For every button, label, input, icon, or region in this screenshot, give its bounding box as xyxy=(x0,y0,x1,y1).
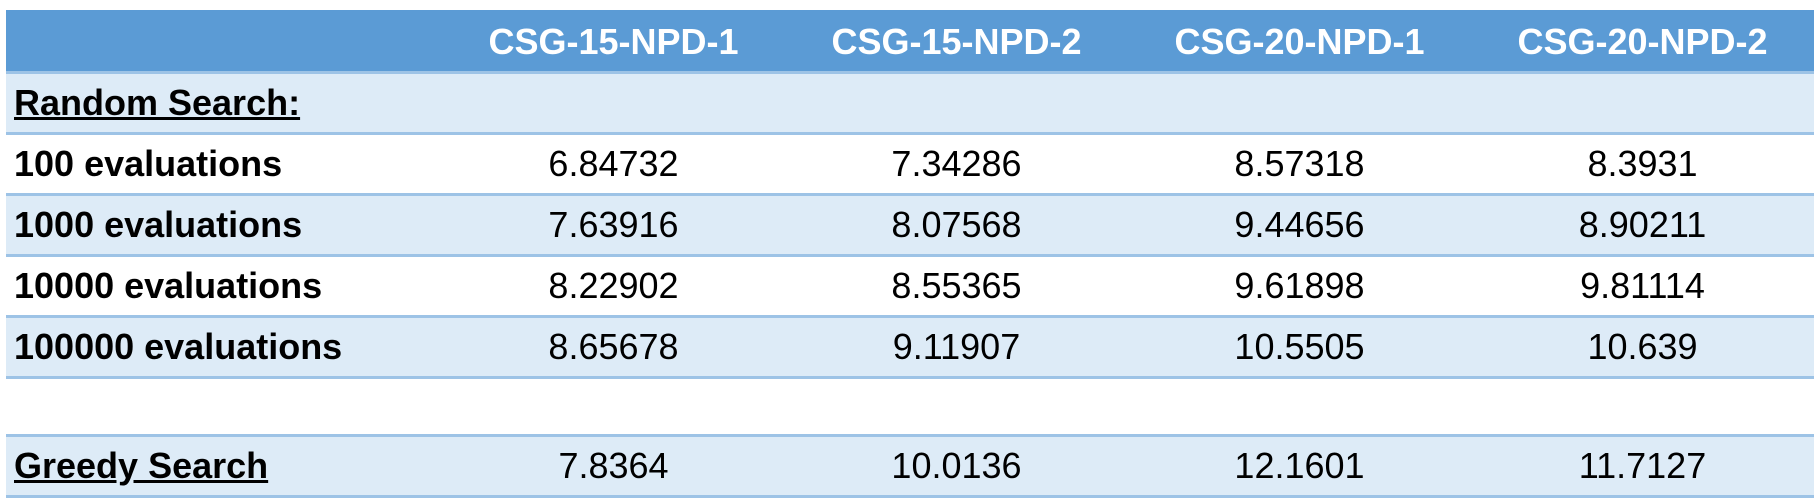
empty-cell xyxy=(1128,71,1471,135)
value-cell: 9.61898 xyxy=(1128,254,1471,318)
value-cell: 9.44656 xyxy=(1128,193,1471,257)
table-row: 1000 evaluations 7.63916 8.07568 9.44656… xyxy=(6,193,1814,257)
value-cell: 8.3931 xyxy=(1471,132,1814,196)
value-cell: 8.90211 xyxy=(1471,193,1814,257)
empty-cell xyxy=(1128,376,1471,437)
row-label: 100 evaluations xyxy=(6,132,442,196)
value-cell: 8.57318 xyxy=(1128,132,1471,196)
results-table: CSG-15-NPD-1 CSG-15-NPD-2 CSG-20-NPD-1 C… xyxy=(6,10,1814,498)
value-cell: 10.5505 xyxy=(1128,315,1471,379)
spacer-row xyxy=(6,376,1814,437)
section-row-random-search: Random Search: xyxy=(6,71,1814,135)
value-cell: 11.7127 xyxy=(1471,434,1814,498)
table-row: 100 evaluations 6.84732 7.34286 8.57318 … xyxy=(6,132,1814,196)
header-row: CSG-15-NPD-1 CSG-15-NPD-2 CSG-20-NPD-1 C… xyxy=(6,10,1814,74)
empty-cell xyxy=(785,71,1128,135)
value-cell: 7.34286 xyxy=(785,132,1128,196)
column-header-csg-20-npd-2: CSG-20-NPD-2 xyxy=(1471,10,1814,74)
empty-cell xyxy=(785,376,1128,437)
empty-cell xyxy=(442,71,785,135)
empty-cell xyxy=(6,376,442,437)
column-header-csg-20-npd-1: CSG-20-NPD-1 xyxy=(1128,10,1471,74)
section-label-random-search: Random Search: xyxy=(6,71,442,135)
empty-cell xyxy=(1471,71,1814,135)
value-cell: 8.22902 xyxy=(442,254,785,318)
row-label: 10000 evaluations xyxy=(6,254,442,318)
section-label-greedy-search: Greedy Search xyxy=(6,434,442,498)
value-cell: 8.65678 xyxy=(442,315,785,379)
value-cell: 8.55365 xyxy=(785,254,1128,318)
value-cell: 12.1601 xyxy=(1128,434,1471,498)
results-table-container: CSG-15-NPD-1 CSG-15-NPD-2 CSG-20-NPD-1 C… xyxy=(6,10,1814,498)
value-cell: 8.07568 xyxy=(785,193,1128,257)
table-row: 100000 evaluations 8.65678 9.11907 10.55… xyxy=(6,315,1814,379)
column-header-csg-15-npd-1: CSG-15-NPD-1 xyxy=(442,10,785,74)
value-cell: 10.639 xyxy=(1471,315,1814,379)
value-cell: 6.84732 xyxy=(442,132,785,196)
column-header-csg-15-npd-2: CSG-15-NPD-2 xyxy=(785,10,1128,74)
empty-cell xyxy=(1471,376,1814,437)
value-cell: 7.8364 xyxy=(442,434,785,498)
empty-cell xyxy=(442,376,785,437)
table-row: 10000 evaluations 8.22902 8.55365 9.6189… xyxy=(6,254,1814,318)
column-header-blank xyxy=(6,10,442,74)
value-cell: 7.63916 xyxy=(442,193,785,257)
row-label: 100000 evaluations xyxy=(6,315,442,379)
section-row-greedy-search: Greedy Search 7.8364 10.0136 12.1601 11.… xyxy=(6,434,1814,498)
value-cell: 9.81114 xyxy=(1471,254,1814,318)
value-cell: 10.0136 xyxy=(785,434,1128,498)
row-label: 1000 evaluations xyxy=(6,193,442,257)
value-cell: 9.11907 xyxy=(785,315,1128,379)
